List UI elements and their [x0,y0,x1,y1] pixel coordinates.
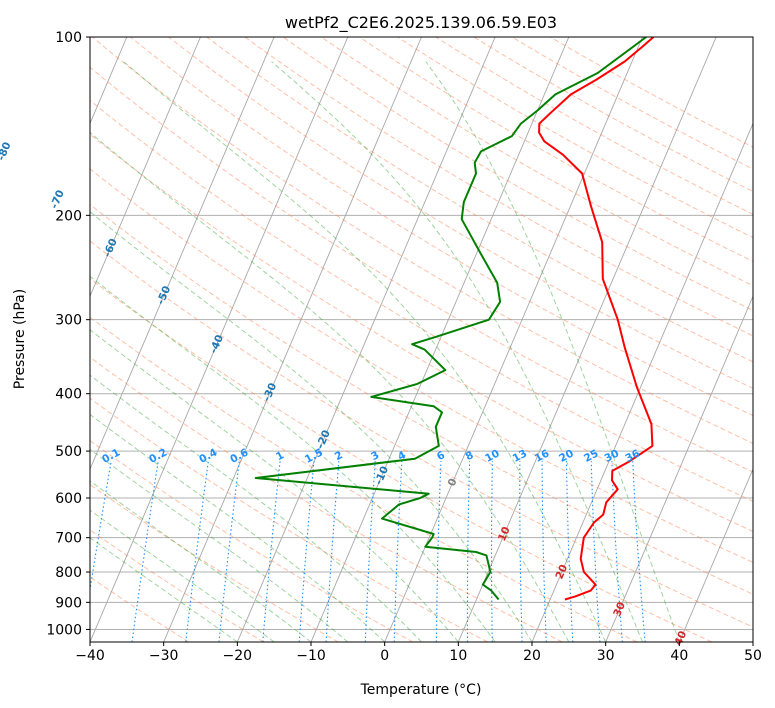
x-tick-label: 0 [380,648,389,664]
y-tick-label: 900 [55,595,82,611]
dry-adiabat [320,37,753,287]
dry-adiabat [90,203,753,595]
isotherm-line [90,37,275,471]
background-lines [90,37,753,642]
dry-adiabat [90,133,753,533]
chart-title: wetPf2_C2E6.2025.139.06.59.E03 [285,13,557,33]
x-tick-label: 50 [744,648,762,664]
moist-adiabat [425,61,680,642]
moist-adiabat [90,211,533,642]
isotherm-label: 10 [496,525,513,543]
dry-adiabat [90,240,753,628]
mixing-ratio-line [90,461,112,594]
dry-adiabat [206,37,753,363]
dry-adiabat [90,278,712,642]
moist-adiabat [271,61,643,642]
temperature-line [538,37,655,601]
x-tick-label: −20 [223,648,253,664]
isotherm-line [384,37,643,642]
moist-adiabat [90,131,570,642]
isotherm-line [90,37,201,298]
y-tick-label: 1000 [46,622,82,638]
moist-adiabat [90,480,312,642]
x-tick-label: 40 [670,648,688,664]
isotherm-label: 30 [611,600,628,618]
y-tick-label: 700 [55,531,82,547]
isotherm-line [605,295,753,642]
dewpoint-line [254,37,647,601]
x-tick-label: 20 [523,648,541,664]
moist-adiabat [90,374,422,642]
dry-adiabat [90,168,753,563]
dry-adiabat [244,37,753,337]
moist-adiabat [90,537,238,642]
x-tick-label: −40 [75,648,105,664]
dry-adiabat [90,66,753,473]
mixing-ratio-line [131,461,159,642]
y-tick-label: 200 [55,208,82,224]
moist-adiabat [90,329,459,642]
y-tick-label: 600 [55,491,82,507]
profile-lines [254,37,655,601]
moist-adiabat [123,61,607,642]
x-tick-label: 10 [449,648,467,664]
y-tick-label: 400 [55,387,82,403]
dry-adiabat [359,37,753,262]
dry-adiabat [90,440,414,642]
dry-adiabat [130,37,753,417]
isotherm-line [90,37,349,642]
x-tick-label: −30 [149,648,179,664]
y-tick-label: 800 [55,565,82,581]
y-tick-label: 100 [55,30,82,46]
dry-adiabat [473,37,753,192]
y-axis-label: Pressure (hPa) [12,289,28,389]
isotherm-line [236,37,496,642]
moist-adiabat [90,448,349,642]
dry-adiabat [90,483,339,642]
isotherm-label: 20 [553,563,570,581]
y-tick-label: 300 [55,313,82,329]
dry-adiabat [90,99,753,502]
isotherm-label: 0 [446,477,460,488]
isotherm-line [457,37,717,642]
moist-adiabat [90,275,496,642]
axis-ticks: −40 −30 −20 −10 0 10 20 30 40 5010020030040050060… [46,30,762,664]
x-tick-label: 30 [597,648,615,664]
isotherm-line [163,37,422,642]
dry-adiabat [90,529,264,642]
y-tick-label: 500 [55,444,82,460]
x-axis-label: Temperature (°C) [360,682,482,698]
isotherm-label: 40 [673,629,690,647]
plot-frame [89,36,754,643]
x-tick-label: −10 [296,648,326,664]
isotherm-line [678,467,753,642]
isotherm-line [531,122,753,642]
dry-adiabat [511,37,753,170]
